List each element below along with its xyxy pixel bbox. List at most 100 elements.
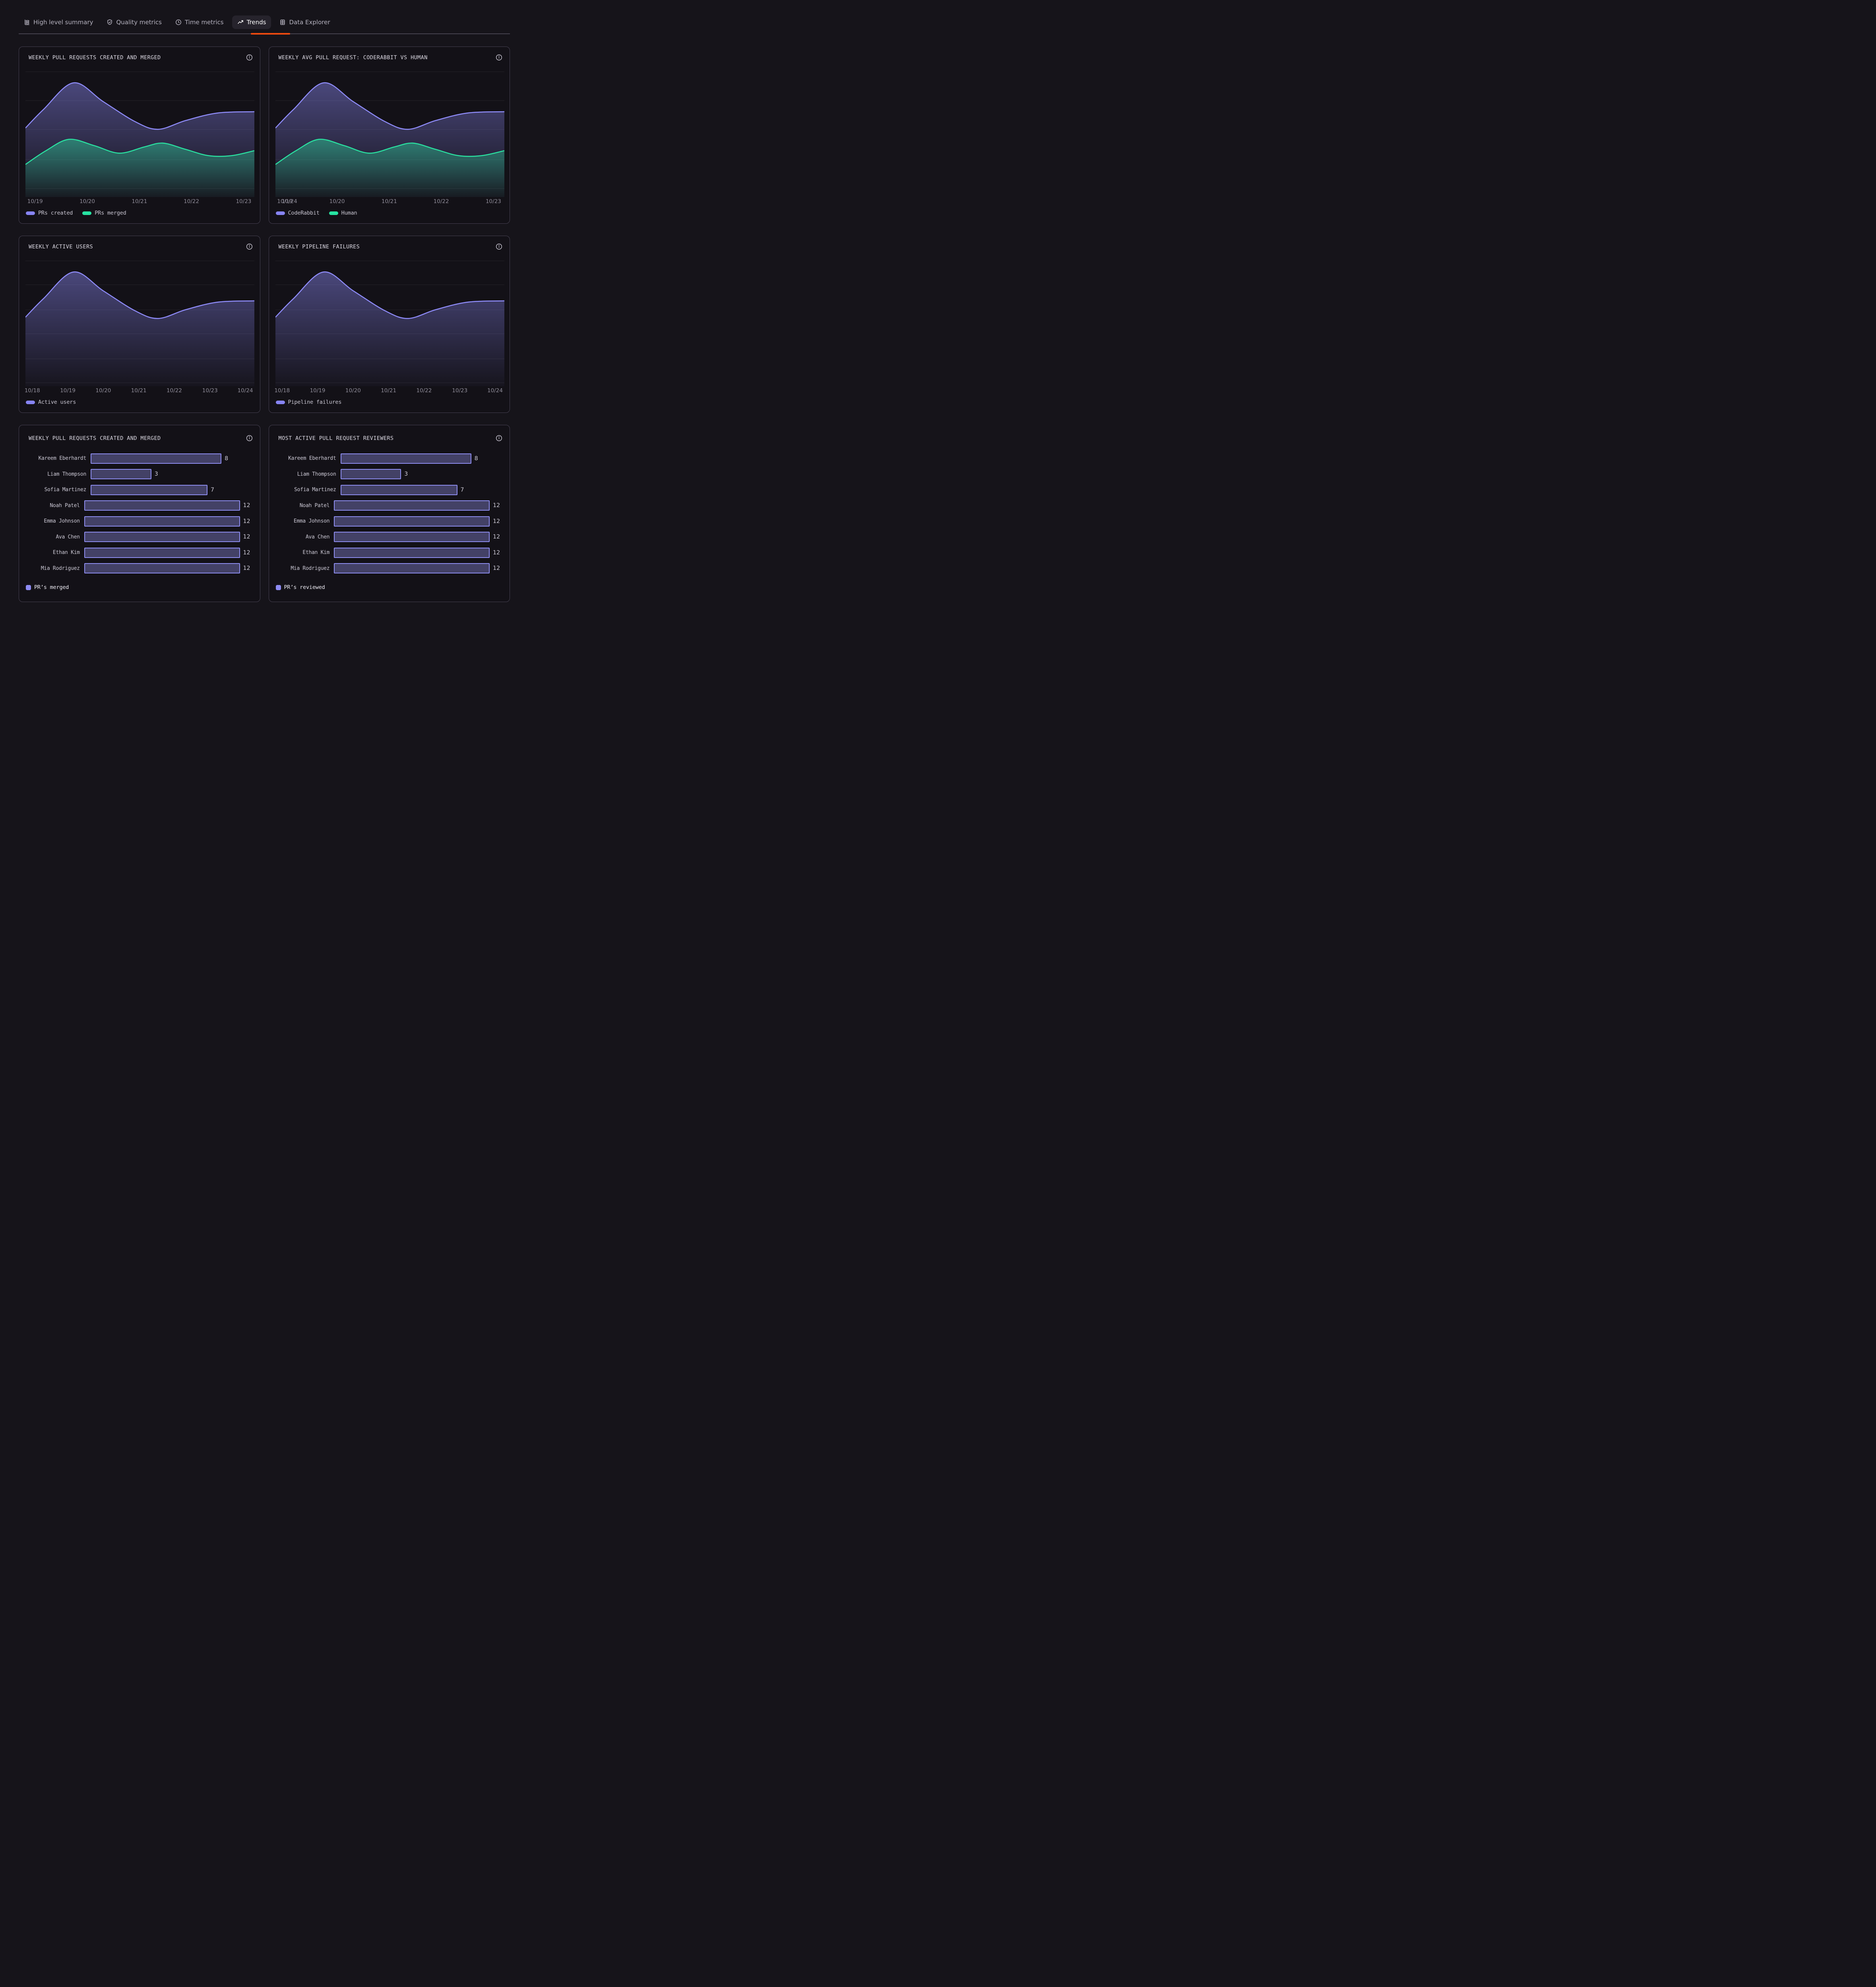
legend-item: Human	[329, 210, 357, 216]
legend-item: PRs created	[26, 210, 73, 216]
bar-track: 12	[84, 532, 250, 542]
x-axis: 10/18 10/19 10/20 10/21 10/22 10/23 10/24	[274, 387, 504, 395]
bar	[340, 453, 471, 464]
info-icon[interactable]	[496, 243, 502, 250]
x-axis-label: 10/20	[345, 387, 361, 394]
bar-row: Liam Thompson 3	[279, 467, 500, 482]
bar-value-label: 8	[225, 455, 229, 462]
bar-row: Kareem Eberhardt 8	[29, 451, 250, 467]
panels-grid: WEEKLY PULL REQUESTS CREATED AND MERGED …	[19, 46, 510, 602]
bar-track: 12	[84, 500, 250, 511]
info-icon[interactable]	[246, 54, 253, 61]
tab-high-level-summary[interactable]: High level summary	[19, 15, 98, 29]
bar-row: Emma Johnson 12	[279, 513, 500, 529]
panel-title: WEEKLY PULL REQUESTS CREATED AND MERGED	[29, 54, 161, 61]
tab-label: Quality metrics	[116, 19, 162, 26]
bar-category-label: Ethan Kim	[52, 550, 80, 556]
bar-category-label: Mia Rodriguez	[41, 565, 80, 571]
panel-weekly-prs-created-merged: WEEKLY PULL REQUESTS CREATED AND MERGED …	[19, 46, 260, 224]
bar-row: Ava Chen 12	[29, 529, 250, 545]
x-axis-label: 10/22	[166, 387, 182, 394]
bar	[340, 484, 457, 495]
bar-chart: Kareem Eberhardt 8 Liam Thompson 3 Sofia Mar…	[279, 451, 500, 576]
legend-label: Human	[341, 210, 357, 216]
chart-legend: PR’s reviewed	[275, 584, 325, 591]
bar-row: Liam Thompson 3	[29, 467, 250, 482]
bar-row: Ethan Kim 12	[29, 545, 250, 561]
legend-swatch	[26, 400, 35, 404]
bar-value-label: 3	[154, 471, 158, 478]
panel-weekly-pipeline-failures: WEEKLY PIPELINE FAILURES 10/18 10/19 10/20…	[268, 236, 510, 413]
panel-weekly-prs-created-merged-by-user: WEEKLY PULL REQUESTS CREATED AND MERGED …	[19, 425, 260, 602]
legend-label: Active users	[38, 399, 76, 405]
bar-category-label: Kareem Eberhardt	[288, 455, 336, 462]
legend-swatch	[82, 211, 92, 215]
bar-track: 3	[340, 469, 500, 480]
panel-title: WEEKLY PULL REQUESTS CREATED AND MERGED	[29, 435, 161, 442]
legend-label: Pipeline failures	[288, 399, 342, 405]
bar	[334, 500, 490, 511]
x-axis-label: 10/19	[60, 387, 76, 394]
x-axis-label: 10/20	[79, 198, 95, 205]
chart-legend: PR’s merged	[26, 584, 69, 591]
chart-legend: CodeRabbit Human	[275, 210, 357, 216]
table-icon	[279, 19, 286, 25]
x-axis-label: 10/24	[237, 387, 253, 394]
bar	[334, 547, 490, 558]
x-axis-label: 10/24	[487, 387, 503, 394]
bar-value-label: 12	[243, 518, 250, 525]
area-chart-svg	[275, 72, 504, 197]
x-axis-label: 10/23	[452, 387, 468, 394]
bar-value-label: 12	[493, 549, 500, 556]
area-chart-svg	[25, 72, 254, 197]
info-icon[interactable]	[246, 243, 253, 250]
bar	[340, 469, 401, 480]
bar	[91, 453, 222, 464]
legend-item: Active users	[26, 399, 76, 405]
bar-value-label: 8	[474, 455, 478, 462]
legend-label: PR’s reviewed	[284, 584, 325, 591]
chart-legend: PRs created PRs merged	[26, 210, 126, 216]
x-axis-label: 10/23	[236, 198, 252, 205]
bar-category-label: Kareem Eberhardt	[38, 455, 87, 462]
tab-quality-metrics[interactable]: Quality metrics	[101, 15, 167, 29]
bar-track: 12	[84, 563, 250, 574]
bar-row: Ava Chen 12	[279, 529, 500, 545]
bar-value-label: 12	[243, 565, 250, 572]
bar	[334, 563, 490, 574]
legend-item: CodeRabbit	[275, 210, 320, 216]
x-axis-label: 10/20	[329, 198, 345, 205]
x-axis: 10/18 10/19 10/20 10/21 10/22 10/23 10/24	[25, 387, 254, 395]
tab-trends[interactable]: Trends	[232, 15, 271, 29]
x-axis-label: 10/19	[310, 387, 326, 394]
bar-category-label: Liam Thompson	[297, 471, 336, 477]
chart-column-icon	[24, 19, 30, 25]
bar-track: 8	[91, 453, 250, 464]
x-axis-label: 10/21	[381, 387, 397, 394]
tab-time-metrics[interactable]: Time metrics	[170, 15, 229, 29]
legend-item: PR’s merged	[26, 584, 69, 591]
bar-value-label: 12	[243, 502, 250, 509]
tab-label: High level summary	[33, 19, 93, 26]
x-axis-label: 10/20	[95, 387, 111, 394]
bar-track: 3	[91, 469, 250, 480]
clock-icon	[175, 19, 182, 25]
bar-value-label: 12	[493, 518, 500, 525]
info-icon[interactable]	[496, 435, 502, 442]
bar	[91, 484, 207, 495]
info-icon[interactable]	[246, 435, 253, 442]
legend-item: PRs merged	[82, 210, 126, 216]
x-axis-label: 10/19	[277, 198, 293, 205]
bar-value-label: 12	[493, 502, 500, 509]
bar	[334, 516, 490, 527]
bar-row: Noah Patel 12	[279, 498, 500, 514]
bar-value-label: 12	[243, 534, 250, 540]
x-axis: 10/19 10/20 10/21 10/22 10/23	[25, 198, 254, 206]
tab-data-explorer[interactable]: Data Explorer	[274, 15, 335, 29]
bar-value-label: 12	[493, 534, 500, 540]
legend-swatch	[275, 400, 285, 404]
legend-swatch	[26, 585, 31, 590]
trending-up-icon	[237, 19, 244, 25]
panel-weekly-active-users: WEEKLY ACTIVE USERS 10/18 10/19 10/20 10/21…	[19, 236, 260, 413]
info-icon[interactable]	[496, 54, 502, 61]
